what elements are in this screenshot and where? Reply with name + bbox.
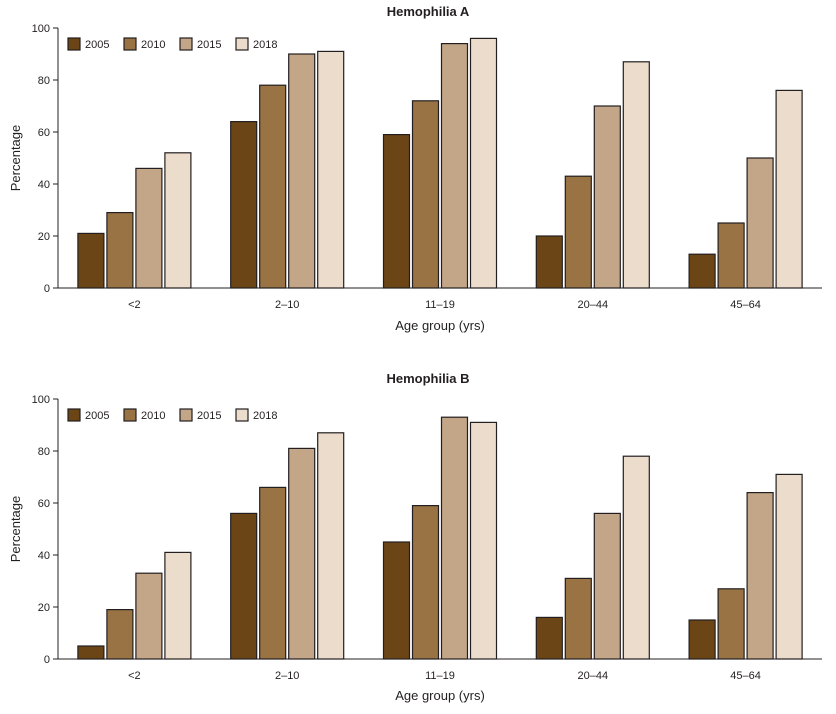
legend-label: 2018 xyxy=(253,410,277,422)
bar-2018-3 xyxy=(622,455,650,660)
bar-2018-1 xyxy=(317,432,345,660)
bar-2005-4 xyxy=(688,253,716,289)
y-tick-label: 40 xyxy=(38,550,50,562)
bar-2005-4 xyxy=(688,619,716,660)
bar-2015-2 xyxy=(440,416,469,660)
bar-2018-2 xyxy=(469,421,498,660)
bar-2010-4 xyxy=(717,588,745,660)
bar-2018-3 xyxy=(622,61,650,289)
y-tick-label: 0 xyxy=(44,654,50,666)
y-tick-label: 20 xyxy=(38,231,50,243)
y-tick-label: 0 xyxy=(44,283,50,295)
bar-2010-3 xyxy=(564,175,592,289)
bar-2015-4 xyxy=(746,157,774,289)
y-tick-label: 60 xyxy=(38,498,50,510)
legend-label: 2018 xyxy=(253,39,277,51)
bar-2018-2 xyxy=(469,37,498,289)
bar-2010-0 xyxy=(106,609,134,660)
hemophilia-a-chart: Hemophilia A Percentage 0 20 40 60 80 100 <2 2–10… xyxy=(8,4,822,333)
bar-2010-2 xyxy=(411,505,440,660)
x-tick-label: <2 xyxy=(128,299,141,311)
bar-2010-1 xyxy=(259,84,287,289)
bar-2005-3 xyxy=(535,235,563,289)
bar-2018-0 xyxy=(164,551,192,660)
bar-2015-4 xyxy=(746,492,774,660)
x-tick-label: 11–19 xyxy=(425,299,455,311)
y-tick-label: 80 xyxy=(38,75,50,87)
x-axis-title: Age group (yrs) xyxy=(395,318,485,333)
x-axis-title: Age group (yrs) xyxy=(395,688,485,703)
legend-label: 2015 xyxy=(197,39,221,51)
y-tick-label: 20 xyxy=(38,602,50,614)
legend-label: 2005 xyxy=(85,39,109,51)
x-tick-label: 20–44 xyxy=(578,299,609,311)
y-tick-label: 40 xyxy=(38,179,50,191)
y-tick-label: 80 xyxy=(38,446,50,458)
bar-2015-1 xyxy=(288,53,316,289)
bar-2018-4 xyxy=(775,473,803,660)
bar-2010-0 xyxy=(106,212,134,289)
x-tick-label: 11–19 xyxy=(425,670,455,682)
bar-2005-2 xyxy=(382,134,411,289)
bar-2010-4 xyxy=(717,222,745,289)
legend-swatch-2018 xyxy=(235,408,249,422)
x-tick-label: 2–10 xyxy=(275,299,299,311)
bar-2005-3 xyxy=(535,616,563,660)
bar-2015-0 xyxy=(135,167,163,289)
hemophilia-b-chart: Hemophilia B Percentage 0 20 40 60 80 100 <2 2–10… xyxy=(8,371,822,703)
legend-swatch-2015 xyxy=(179,408,193,422)
legend-swatch-2015 xyxy=(179,37,193,51)
legend-swatch-2010 xyxy=(123,37,137,51)
y-axis-title: Percentage xyxy=(8,496,23,563)
x-tick-label: 20–44 xyxy=(578,670,609,682)
bar-2005-0 xyxy=(77,232,105,289)
bar-2005-1 xyxy=(230,120,258,289)
bar-2015-0 xyxy=(135,572,163,660)
bar-2015-3 xyxy=(593,105,621,289)
x-tick-label: 2–10 xyxy=(275,670,299,682)
bar-2018-1 xyxy=(317,50,345,289)
legend-label: 2010 xyxy=(141,410,165,422)
legend-label: 2005 xyxy=(85,410,109,422)
y-axis-title: Percentage xyxy=(8,125,23,192)
x-tick-label: 45–64 xyxy=(730,299,761,311)
chart-title: Hemophilia A xyxy=(387,4,470,19)
y-tick-label: 100 xyxy=(32,23,50,35)
bar-2018-4 xyxy=(775,89,803,289)
bar-2005-1 xyxy=(230,512,258,660)
y-tick-label: 60 xyxy=(38,127,50,139)
y-tick-label: 100 xyxy=(32,394,50,406)
bar-2015-2 xyxy=(440,42,469,289)
legend-swatch-2005 xyxy=(67,37,81,51)
bar-2010-3 xyxy=(564,577,592,660)
x-tick-label: <2 xyxy=(128,670,141,682)
bar-2015-1 xyxy=(288,447,316,660)
x-tick-label: 45–64 xyxy=(730,670,761,682)
bar-2005-0 xyxy=(77,645,105,660)
legend-swatch-2018 xyxy=(235,37,249,51)
chart-title: Hemophilia B xyxy=(386,371,469,386)
bar-2015-3 xyxy=(593,512,621,660)
legend-swatch-2005 xyxy=(67,408,81,422)
bar-2010-2 xyxy=(411,100,440,289)
legend-label: 2010 xyxy=(141,39,165,51)
legend-swatch-2010 xyxy=(123,408,137,422)
bar-2005-2 xyxy=(382,541,411,660)
bar-2018-0 xyxy=(164,152,192,289)
legend-label: 2015 xyxy=(197,410,221,422)
bar-2010-1 xyxy=(259,486,287,660)
